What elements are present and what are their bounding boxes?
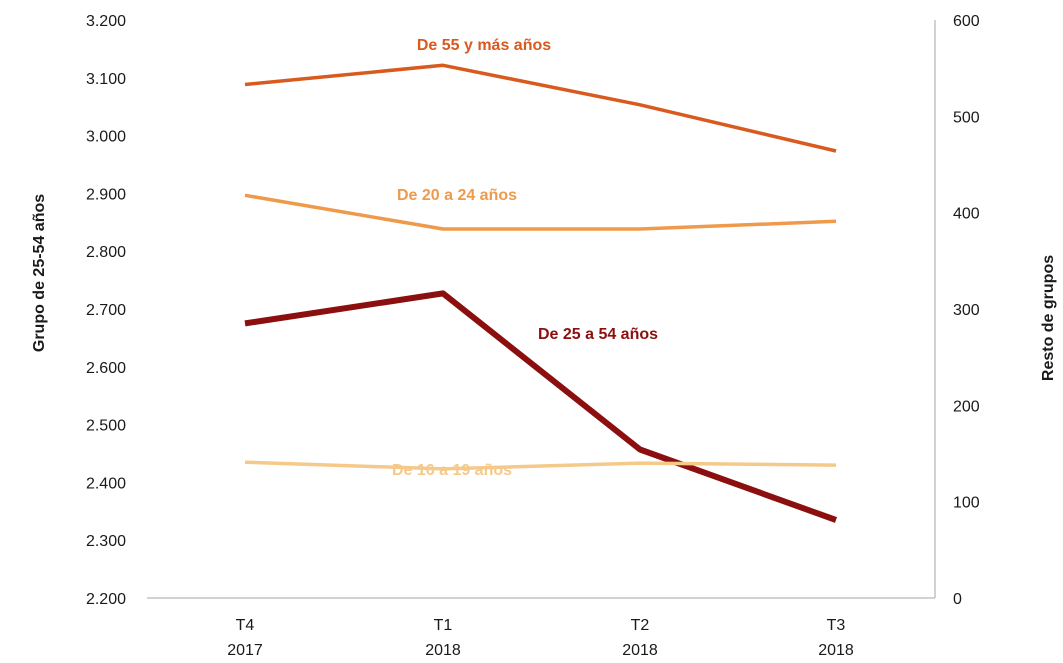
x-tick-label: T2 <box>631 617 650 634</box>
right-axis-ticks: 0 100 200 300 400 500 600 <box>953 13 980 608</box>
left-tick-label: 2.800 <box>86 244 126 261</box>
right-tick-label: 0 <box>953 591 962 608</box>
x-tick-label: T1 <box>434 617 453 634</box>
left-axis-title: Grupo de 25-54 años <box>31 194 48 352</box>
left-tick-label: 3.100 <box>86 71 126 88</box>
left-tick-label: 2.300 <box>86 533 126 550</box>
left-tick-label: 3.200 <box>86 13 126 30</box>
x-tick-label: T4 <box>236 617 255 634</box>
x-tick-label-year: 2018 <box>622 642 658 659</box>
x-tick-label-year: 2018 <box>818 642 854 659</box>
left-axis-ticks: 2.200 2.300 2.400 2.500 2.600 2.700 2.800 2.900… <box>86 13 126 608</box>
series-labels: De 55 y más años De 20 a 24 años De 25 a 5… <box>392 37 658 479</box>
right-tick-label: 500 <box>953 109 980 126</box>
left-tick-label: 3.000 <box>86 129 126 146</box>
series-label: De 25 a 54 años <box>538 326 658 343</box>
series-label: De 20 a 24 años <box>397 187 517 204</box>
x-tick-label-year: 2018 <box>425 642 461 659</box>
left-tick-label: 2.400 <box>86 475 126 492</box>
left-tick-label: 2.500 <box>86 418 126 435</box>
right-tick-label: 400 <box>953 206 980 223</box>
series-label: De 16 a 19 años <box>392 462 512 479</box>
x-tick-label-year: 2017 <box>227 642 263 659</box>
left-tick-label: 2.200 <box>86 591 126 608</box>
x-tick-label: T3 <box>827 617 846 634</box>
left-tick-label: 2.600 <box>86 360 126 377</box>
series-line <box>244 460 837 471</box>
right-tick-label: 300 <box>953 302 980 319</box>
series-line <box>244 193 837 231</box>
series-group <box>244 63 838 523</box>
right-tick-label: 100 <box>953 495 980 512</box>
series-line <box>244 290 838 523</box>
right-axis-title: Resto de grupos <box>1040 255 1057 381</box>
right-tick-label: 200 <box>953 398 980 415</box>
right-tick-label: 600 <box>953 13 980 30</box>
left-tick-label: 2.900 <box>86 186 126 203</box>
left-tick-label: 2.700 <box>86 302 126 319</box>
series-line <box>244 63 837 153</box>
x-axis-ticks: T4 2017 T1 2018 T2 2018 T3 2018 <box>227 617 854 659</box>
plot-lines <box>147 20 936 599</box>
series-label: De 55 y más años <box>417 37 551 54</box>
